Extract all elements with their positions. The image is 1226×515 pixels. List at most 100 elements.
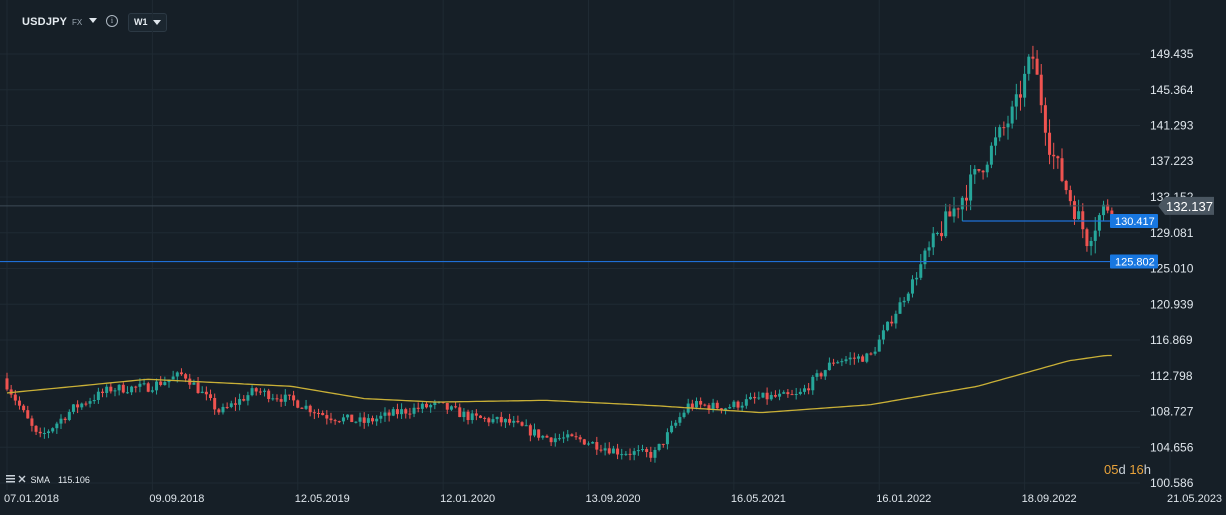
candle-body bbox=[30, 418, 34, 426]
candle-body bbox=[778, 393, 782, 397]
candle-body bbox=[121, 384, 125, 393]
candle-body bbox=[674, 422, 678, 426]
candle-body bbox=[823, 370, 827, 377]
symbol-label[interactable]: USDJPY bbox=[22, 16, 68, 28]
candle-body bbox=[491, 419, 495, 423]
candle-body bbox=[246, 395, 250, 401]
y-tick-label: 125.010 bbox=[1150, 262, 1194, 276]
candle-body bbox=[1085, 229, 1089, 247]
candle-body bbox=[1068, 190, 1072, 202]
candle-body bbox=[798, 391, 802, 394]
candle-body bbox=[744, 399, 748, 406]
candle-body bbox=[279, 399, 283, 402]
candle-body bbox=[848, 357, 852, 360]
candle-body bbox=[910, 279, 914, 294]
candle-body bbox=[503, 418, 507, 423]
bar-countdown: 05d 16h bbox=[1104, 462, 1151, 477]
indicator-legend[interactable]: SMA 115.106 bbox=[6, 474, 90, 486]
candle-body bbox=[221, 406, 225, 413]
candle-body bbox=[184, 374, 188, 379]
candle-body bbox=[520, 422, 524, 426]
x-tick-label: 12.01.2020 bbox=[440, 493, 495, 505]
candle-body bbox=[537, 429, 541, 438]
candle-body bbox=[533, 429, 537, 436]
x-tick-label: 12.05.2019 bbox=[295, 493, 350, 505]
candle-body bbox=[296, 400, 300, 408]
candle-body bbox=[267, 390, 271, 399]
candle-body bbox=[811, 376, 815, 391]
candle-body bbox=[96, 391, 100, 400]
candle-body bbox=[1097, 215, 1101, 231]
candle-body bbox=[254, 388, 258, 392]
candle-body bbox=[724, 408, 728, 411]
candle-body bbox=[915, 277, 919, 280]
candle-body bbox=[5, 378, 9, 390]
candle-body bbox=[566, 434, 570, 438]
candle-body bbox=[499, 416, 503, 423]
info-icon[interactable]: i bbox=[106, 15, 118, 27]
indicator-name: SMA bbox=[30, 475, 50, 485]
candle-body bbox=[487, 418, 491, 423]
y-tick-label: 108.727 bbox=[1150, 405, 1194, 419]
y-tick-label: 141.293 bbox=[1150, 119, 1194, 133]
candle-body bbox=[620, 454, 624, 456]
timeframe-select[interactable]: W1 bbox=[128, 13, 167, 32]
candle-body bbox=[495, 416, 499, 420]
candle-body bbox=[678, 417, 682, 423]
candle-body bbox=[786, 392, 790, 395]
candle-body bbox=[740, 405, 744, 408]
candle-body bbox=[852, 357, 856, 359]
candle-body bbox=[736, 401, 740, 408]
candle-body bbox=[603, 448, 607, 451]
x-tick-label: 13.09.2020 bbox=[586, 493, 641, 505]
candle-body bbox=[628, 453, 632, 455]
candle-body bbox=[383, 412, 387, 416]
candle-body bbox=[308, 405, 312, 413]
candle-body bbox=[508, 418, 512, 423]
candle-body bbox=[283, 394, 287, 402]
candle-body bbox=[528, 425, 532, 436]
candle-body bbox=[1077, 211, 1081, 220]
candle-body bbox=[545, 435, 549, 438]
candle-body bbox=[88, 401, 92, 404]
x-tick-label: 09.09.2018 bbox=[149, 493, 204, 505]
candle-body bbox=[425, 403, 429, 408]
candle-body bbox=[51, 428, 55, 432]
candle-body bbox=[271, 398, 275, 400]
indicator-settings-icon[interactable] bbox=[6, 474, 28, 484]
candle-body bbox=[1010, 106, 1014, 124]
candle-body bbox=[26, 410, 30, 419]
candle-body bbox=[1106, 204, 1110, 211]
candle-body bbox=[919, 264, 923, 278]
indicator-value: 115.106 bbox=[58, 475, 90, 485]
symbol-dropdown-icon[interactable] bbox=[89, 18, 97, 23]
candle-body bbox=[682, 412, 686, 418]
candle-body bbox=[13, 394, 17, 401]
candle-body bbox=[200, 391, 204, 394]
candle-body bbox=[653, 449, 657, 458]
candle-body bbox=[890, 321, 894, 324]
candle-body bbox=[827, 362, 831, 371]
candle-body bbox=[574, 436, 578, 438]
candle-body bbox=[366, 418, 370, 423]
candle-body bbox=[1043, 105, 1047, 133]
hline-label-box[interactable] bbox=[1110, 254, 1158, 269]
countdown-days-unit: d bbox=[1118, 462, 1126, 477]
candle-body bbox=[761, 392, 765, 398]
candle-body bbox=[553, 438, 557, 443]
candle-body bbox=[196, 382, 200, 394]
candle-body bbox=[906, 293, 910, 301]
y-tick-label: 145.364 bbox=[1150, 83, 1194, 97]
candle-body bbox=[354, 421, 358, 423]
current-price-label: 132.137 bbox=[1166, 199, 1213, 214]
candle-body bbox=[312, 412, 316, 414]
candle-body bbox=[994, 137, 998, 146]
candle-body bbox=[238, 399, 242, 405]
candle-body bbox=[125, 392, 129, 394]
candle-body bbox=[1089, 240, 1093, 247]
candle-body bbox=[1027, 56, 1031, 74]
hline-label-box[interactable] bbox=[1110, 214, 1158, 229]
candle-body bbox=[728, 407, 732, 409]
candle-body bbox=[171, 376, 175, 380]
